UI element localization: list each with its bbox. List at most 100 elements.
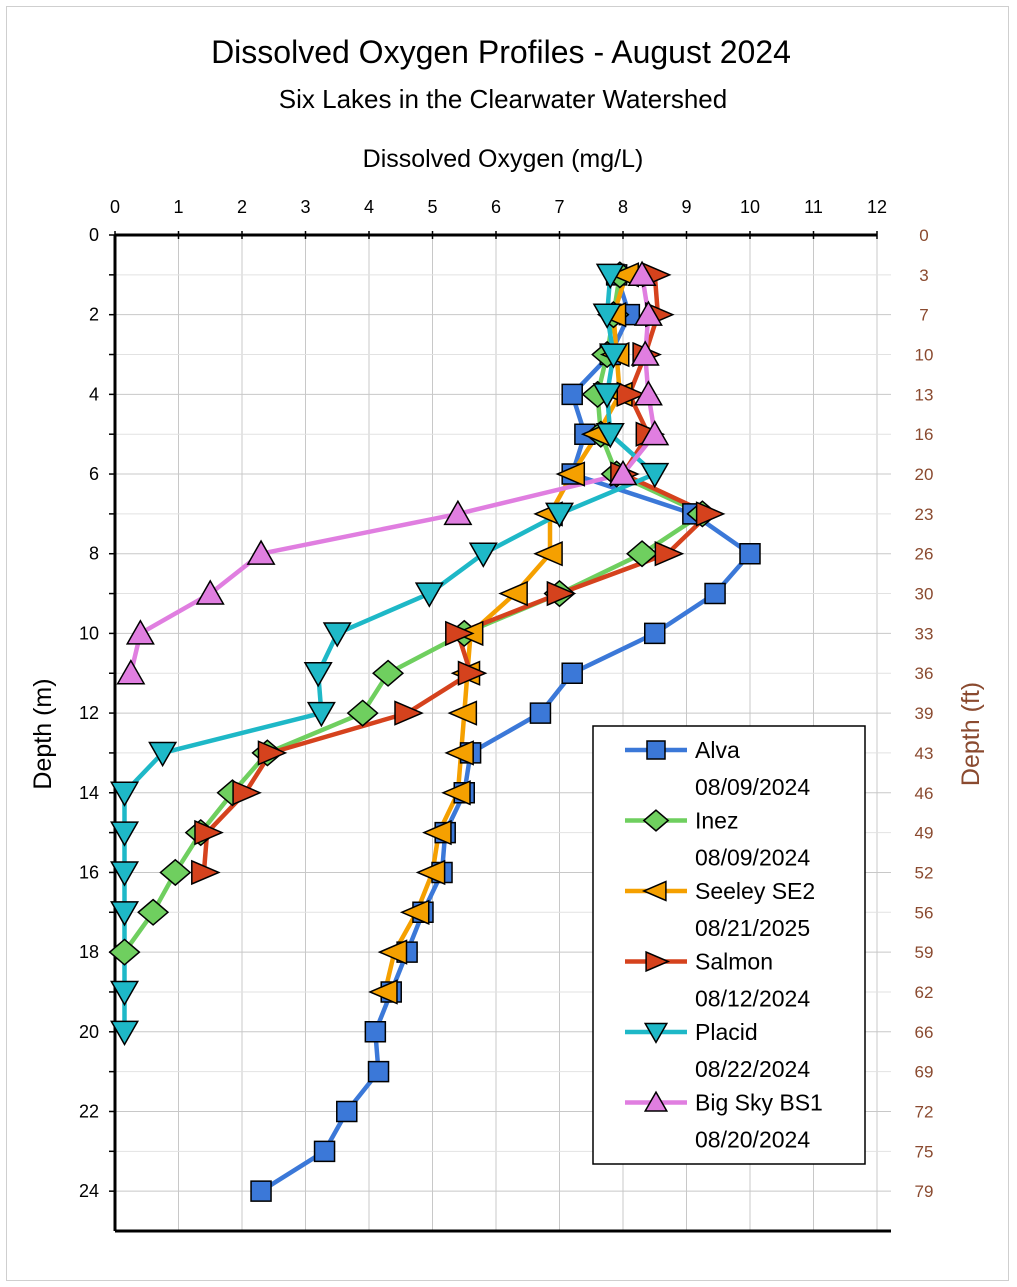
y2-tick-label: 46: [915, 784, 934, 803]
y2-tick-label: 23: [915, 505, 934, 524]
legend-label: Salmon: [695, 949, 773, 975]
y2-tick-label: 49: [915, 824, 934, 843]
x-tick-label: 1: [173, 197, 183, 217]
x-tick-label: 9: [681, 197, 691, 217]
y-tick-label: 14: [79, 783, 99, 803]
data-point-seeley-se2: [422, 819, 452, 846]
data-point-placid: [110, 781, 140, 807]
data-point-inez: [346, 699, 379, 727]
y2-tick-label: 79: [915, 1182, 934, 1201]
data-point-alva: [313, 1140, 336, 1163]
data-point-salmon: [616, 381, 647, 408]
data-point-alva: [561, 662, 583, 684]
data-point-placid: [592, 303, 622, 329]
legend-marker: [645, 950, 671, 973]
x-tick-label: 10: [740, 197, 760, 217]
data-point-placid: [595, 263, 625, 290]
y-tick-label: 18: [79, 942, 99, 962]
data-point-placid: [306, 701, 336, 728]
data-point-big-sky-bs1: [246, 539, 276, 565]
y-axis-title: Depth (m): [29, 678, 57, 789]
y2-tick-label: 7: [919, 306, 928, 325]
data-point-salmon: [257, 740, 288, 766]
y2-tick-label: 0: [919, 226, 928, 245]
chart-subtitle: Six Lakes in the Clearwater Watershed: [279, 84, 727, 114]
y2-tick-label: 26: [915, 545, 934, 564]
data-point-placid: [110, 861, 140, 887]
y2-tick-label: 39: [915, 704, 934, 723]
data-point-placid: [595, 423, 625, 449]
data-point-big-sky-bs1: [627, 260, 657, 287]
legend-date: 08/09/2024: [695, 845, 810, 871]
y-tick-label: 6: [89, 464, 99, 484]
data-point-big-sky-bs1: [125, 619, 155, 645]
x-axis-title: Dissolved Oxygen (mg/L): [363, 145, 644, 173]
data-point-placid: [414, 582, 444, 608]
y2-tick-label: 59: [915, 943, 934, 962]
data-point-salmon: [457, 660, 488, 686]
y2-tick-label: 72: [915, 1102, 934, 1121]
data-point-big-sky-bs1: [195, 579, 225, 605]
data-point-placid: [640, 462, 670, 489]
legend-label: Inez: [695, 808, 738, 834]
legend-marker: [641, 880, 667, 902]
y2-axis-title: Depth (ft): [957, 682, 985, 786]
data-point-placid: [592, 383, 622, 409]
data-point-alva: [704, 582, 726, 605]
data-point-seeley-se2: [444, 740, 474, 766]
data-point-placid: [110, 901, 140, 927]
data-point-placid: [322, 622, 352, 648]
legend-marker: [643, 1090, 669, 1112]
data-point-big-sky-bs1: [608, 459, 638, 486]
data-point-seeley-se2: [555, 461, 586, 487]
data-point-seeley-se2: [377, 939, 408, 965]
legend-box: [592, 725, 866, 1165]
y-tick-label: 12: [79, 703, 99, 723]
data-point-big-sky-bs1: [640, 420, 670, 446]
legend-date: 08/09/2024: [695, 774, 810, 800]
x-tick-label: 4: [364, 197, 374, 217]
data-point-seeley-se2: [399, 899, 430, 925]
y-tick-label: 22: [79, 1101, 99, 1121]
y-tick-label: 2: [89, 305, 99, 325]
data-point-alva: [367, 1060, 390, 1083]
y2-tick-label: 56: [915, 903, 934, 922]
legend-marker: [643, 1022, 669, 1044]
data-point-seeley-se2: [447, 700, 478, 726]
x-tick-label: 8: [618, 197, 628, 217]
legend-marker: [646, 740, 666, 760]
data-point-seeley-se2: [498, 580, 528, 607]
data-point-big-sky-bs1: [633, 300, 663, 326]
data-point-inez: [159, 858, 192, 887]
series-line-salmon: [201, 272, 711, 875]
data-point-placid: [110, 821, 140, 847]
data-point-inez: [372, 659, 405, 687]
y-tick-label: 24: [79, 1181, 99, 1201]
data-point-big-sky-bs1: [633, 380, 663, 406]
legend-label: Seeley SE2: [695, 878, 815, 904]
data-point-alva: [529, 702, 552, 724]
data-point-alva: [739, 542, 761, 565]
data-point-big-sky-bs1: [116, 659, 146, 685]
data-point-salmon: [546, 580, 577, 607]
data-point-alva: [644, 622, 666, 645]
x-tick-label: 5: [427, 197, 437, 217]
data-point-big-sky-bs1: [443, 499, 473, 526]
do-profile-chart: Dissolved Oxygen Profiles - August 2024 …: [29, 34, 985, 1233]
data-point-big-sky-bs1: [630, 340, 660, 366]
data-point-inez: [137, 898, 170, 926]
x-tick-label: 12: [867, 197, 887, 217]
data-point-placid: [598, 343, 628, 369]
y-tick-label: 8: [89, 544, 99, 564]
data-point-placid: [148, 741, 178, 768]
data-point-salmon: [654, 541, 685, 567]
data-point-inez: [108, 938, 141, 966]
y2-tick-label: 33: [915, 624, 934, 643]
data-point-seeley-se2: [368, 979, 398, 1005]
y2-tick-label: 52: [915, 863, 934, 882]
legend-marker: [642, 809, 670, 832]
y-tick-label: 10: [79, 623, 99, 643]
y2-tick-label: 62: [915, 983, 934, 1002]
y-tick-label: 4: [89, 384, 99, 404]
x-tick-label: 2: [237, 197, 247, 217]
